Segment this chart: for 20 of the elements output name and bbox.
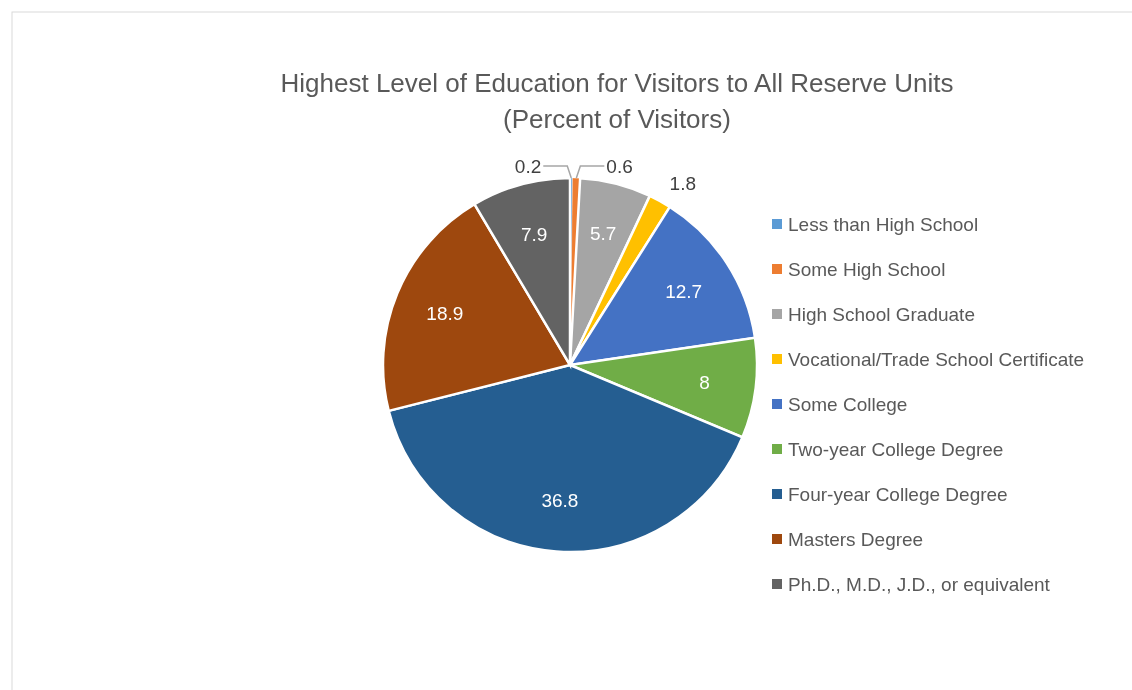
data-label: 0.6 — [606, 155, 633, 177]
legend-label: Some College — [788, 393, 908, 415]
data-label: 12.7 — [665, 280, 703, 302]
legend-label: Vocational/Trade School Certificate — [788, 348, 1085, 370]
legend-label: Less than High School — [788, 213, 979, 235]
legend-label: Some High School — [788, 258, 946, 280]
data-label: 7.9 — [520, 223, 548, 245]
legend-label: High School Graduate — [788, 303, 975, 325]
data-label: 1.8 — [669, 173, 697, 195]
legend-label: Two-year College Degree — [788, 438, 1004, 460]
data-label: 36.8 — [541, 489, 579, 511]
legend-label: Ph.D., M.D., J.D., or equivalent — [788, 573, 1051, 595]
chart-title: Highest Level of Education for Visitors to All Reserve Units — [280, 68, 954, 98]
data-label: 18.9 — [426, 302, 464, 324]
data-label: 8 — [699, 371, 710, 393]
legend-label: Masters Degree — [788, 528, 924, 550]
data-label: 0.2 — [514, 155, 542, 177]
data-label: 5.7 — [590, 223, 617, 245]
chart-subtitle: (Percent of Visitors) — [503, 104, 731, 134]
legend-label: Four-year College Degree — [788, 483, 1008, 505]
